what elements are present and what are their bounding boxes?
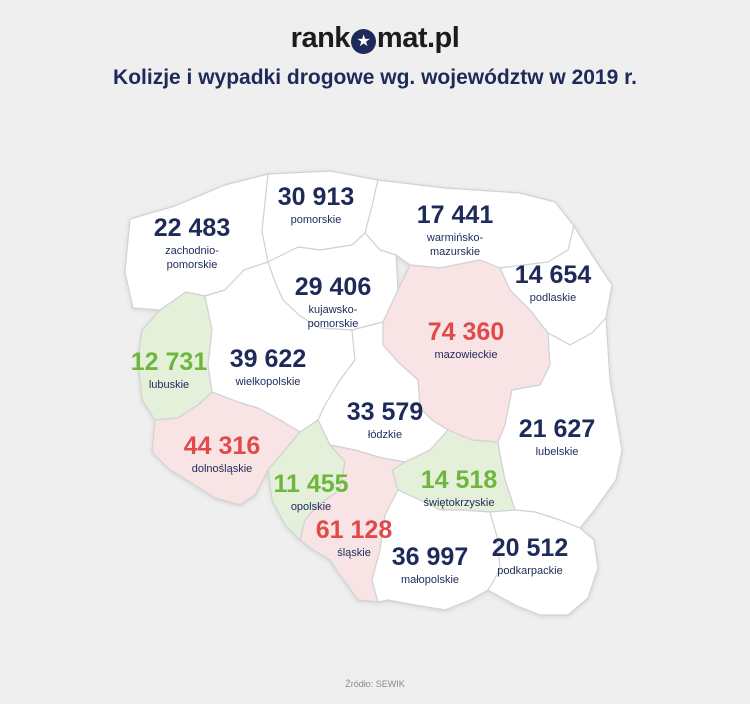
region-label-zachodnio-pomorskie: 22 483 zachodnio-pomorskie: [122, 214, 262, 272]
region-name: śląskie: [337, 547, 371, 559]
region-value: 61 128: [315, 516, 393, 544]
region-name: dolnośląskie: [191, 463, 253, 475]
region-label-kujawsko-pomorskie: 29 406 kujawsko-pomorskie: [263, 273, 403, 331]
region-label-warminsko-mazurskie: 17 441 warmińsko-mazurskie: [385, 201, 525, 259]
brand-logo: rank ★ mat.pl: [290, 22, 460, 54]
region-name: łódzkie: [367, 429, 403, 441]
region-value: 33 579: [346, 398, 424, 426]
star-icon: ★: [350, 29, 376, 54]
region-value: 39 622: [229, 345, 307, 373]
region-label-lodzkie: 33 579 łódzkie: [315, 398, 455, 442]
region-value: 36 997: [391, 543, 469, 571]
region-label-mazowieckie: 74 360 mazowieckie: [396, 318, 536, 362]
source-note: Źródło: SEWIK: [345, 679, 405, 689]
region-name: pomorskie: [290, 214, 342, 226]
region-malopolskie: [371, 489, 501, 611]
region-name: małopolskie: [400, 574, 460, 586]
region-label-pomorskie: 30 913 pomorskie: [246, 183, 386, 227]
region-label-malopolskie: 36 997 małopolskie: [360, 543, 500, 587]
region-label-lubuskie: 12 731 lubuskie: [99, 348, 239, 392]
region-value: 17 441: [416, 201, 494, 229]
region-value: 12 731: [130, 348, 208, 376]
region-value: 44 316: [183, 432, 261, 460]
region-name: zachodnio-pomorskie: [165, 245, 219, 271]
region-name: opolskie: [290, 501, 332, 513]
region-label-dolnoslaskie: 44 316 dolnośląskie: [152, 432, 292, 476]
region-podkarpackie: [487, 509, 599, 616]
region-label-podkarpackie: 20 512 podkarpackie: [460, 534, 600, 578]
region-value: 20 512: [491, 534, 569, 562]
region-value: 11 455: [273, 470, 349, 498]
region-name: podkarpackie: [497, 565, 563, 577]
region-value: 21 627: [518, 415, 596, 443]
region-name: mazowieckie: [434, 349, 498, 361]
region-name: wielkopolskie: [235, 376, 301, 388]
region-label-lubelskie: 21 627 lubelskie: [487, 415, 627, 459]
region-value: 29 406: [294, 273, 372, 301]
page-title: Kolizje i wypadki drogowe wg. województw…: [113, 66, 637, 89]
region-name: lubuskie: [148, 379, 190, 391]
region-label-opolskie: 11 455 opolskie: [241, 470, 381, 514]
region-value: 22 483: [153, 214, 231, 242]
region-name: warmińsko-mazurskie: [426, 232, 484, 258]
region-label-podlaskie: 14 654 podlaskie: [483, 261, 623, 305]
region-value: 74 360: [427, 318, 505, 346]
region-name: kujawsko-pomorskie: [307, 304, 359, 330]
region-value: 30 913: [277, 183, 355, 211]
region-name: podlaskie: [529, 292, 577, 304]
region-label-slaskie: 61 128 śląskie: [284, 516, 424, 560]
region-value: 14 518: [420, 466, 498, 494]
region-name: świętokrzyskie: [423, 497, 495, 509]
region-name: lubelskie: [535, 446, 579, 458]
region-value: 14 654: [514, 261, 592, 289]
region-label-swietokrzyskie: 14 518 świętokrzyskie: [389, 466, 529, 510]
region-label-wielkopolskie: 39 622 wielkopolskie: [198, 345, 338, 389]
region-slaskie: [299, 444, 406, 603]
